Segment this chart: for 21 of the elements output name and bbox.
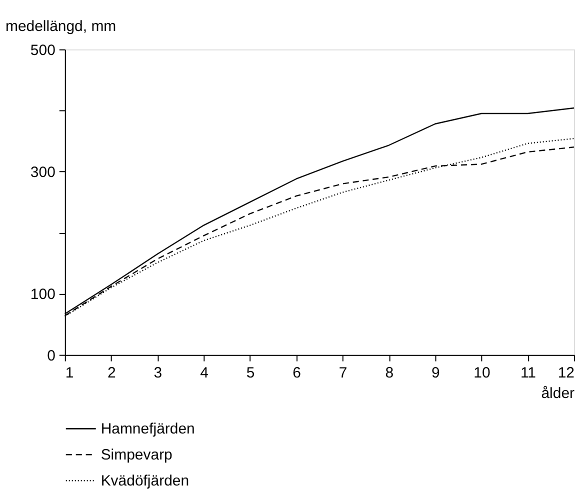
legend-label: Kvädöfjärden [100, 472, 190, 489]
x-tick-label: 6 [292, 364, 301, 382]
x-tick-label: 3 [154, 364, 162, 382]
y-tick-label: 100 [30, 286, 56, 304]
x-tick-label: 1 [65, 364, 74, 382]
y-tick-label: 0 [47, 347, 56, 364]
x-tick-label: 9 [432, 364, 440, 382]
y-tick-label: 500 [30, 42, 56, 59]
legend-label: Hamnefjärden [100, 420, 195, 438]
x-tick-label: 8 [385, 364, 394, 382]
y-tick-label: 300 [30, 164, 56, 182]
x-tick-label: 7 [338, 364, 348, 382]
x-tick-label: 4 [200, 364, 208, 382]
x-tick-label: 10 [474, 364, 490, 382]
y-axis-title: medellängd, mm [5, 18, 116, 35]
x-tick-label: 11 [520, 364, 536, 382]
x-axis-title: ålder [541, 385, 575, 402]
legend-label: Simpevarp [100, 446, 172, 464]
x-tick-label: 2 [108, 364, 116, 382]
x-tick-label: 12 [558, 364, 575, 382]
x-tick-label: 5 [246, 364, 255, 382]
